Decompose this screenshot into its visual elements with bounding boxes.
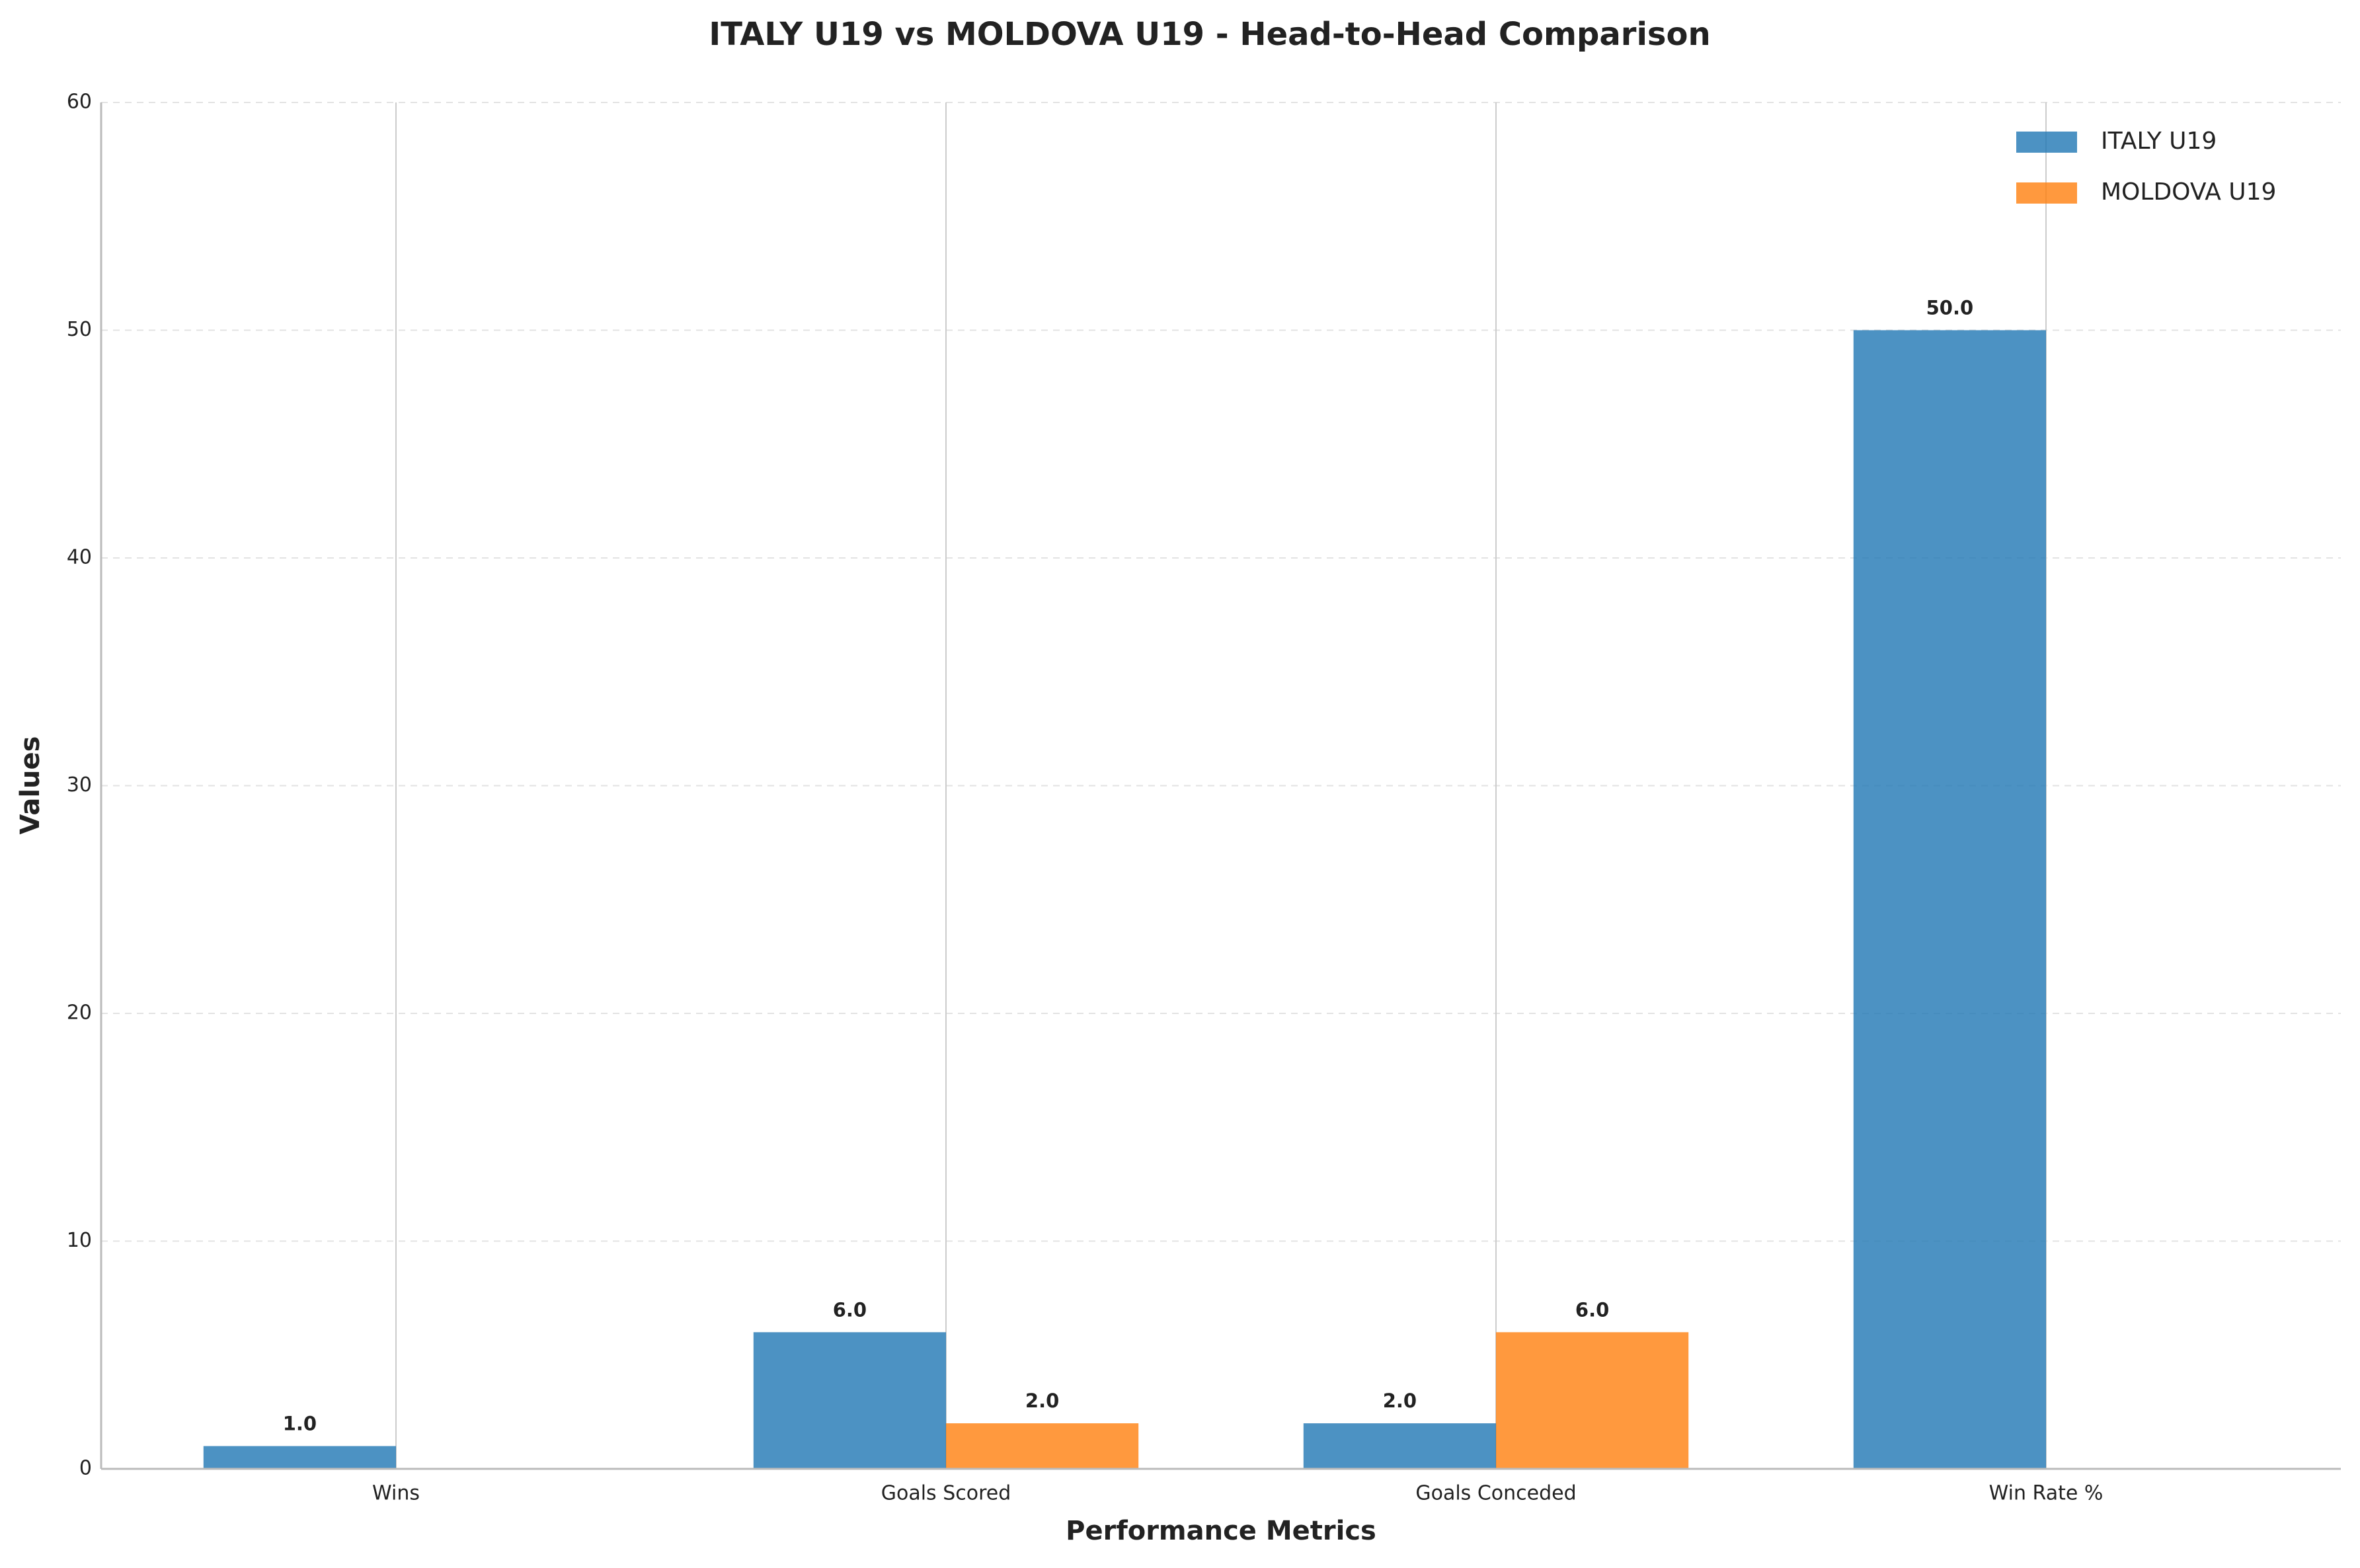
bar xyxy=(1853,330,2046,1469)
value-label: 2.0 xyxy=(1383,1390,1417,1412)
bar xyxy=(203,1446,396,1469)
y-tick-label: 50 xyxy=(67,318,92,341)
chart-title: ITALY U19 vs MOLDOVA U19 - Head-to-Head … xyxy=(709,16,1710,53)
value-label: 6.0 xyxy=(833,1298,867,1321)
y-tick-label: 60 xyxy=(67,91,92,114)
value-label: 2.0 xyxy=(1025,1390,1059,1412)
y-axis-label: Values xyxy=(15,736,46,835)
y-tick-label: 40 xyxy=(67,546,92,569)
bar xyxy=(1496,1332,1689,1469)
legend-swatch xyxy=(2016,132,2077,153)
x-axis-label: Performance Metrics xyxy=(1066,1516,1376,1546)
bar xyxy=(753,1332,946,1469)
legend-swatch xyxy=(2016,182,2077,204)
x-tick-label: Goals Conceded xyxy=(1415,1482,1576,1505)
x-tick-label: Win Rate % xyxy=(1989,1482,2104,1505)
x-tick-label: Wins xyxy=(372,1482,420,1505)
value-label: 6.0 xyxy=(1575,1298,1609,1321)
legend-label: MOLDOVA U19 xyxy=(2101,178,2276,206)
y-tick-label: 30 xyxy=(67,773,92,797)
bar xyxy=(946,1423,1139,1469)
value-label: 1.0 xyxy=(283,1413,317,1435)
value-label: 50.0 xyxy=(1926,297,1974,319)
x-tick-label: Goals Scored xyxy=(881,1482,1011,1505)
y-tick-label: 20 xyxy=(67,1001,92,1025)
y-tick-label: 10 xyxy=(67,1229,92,1252)
y-tick-label: 0 xyxy=(79,1457,92,1480)
bar xyxy=(1303,1423,1496,1469)
legend-label: ITALY U19 xyxy=(2101,128,2217,155)
